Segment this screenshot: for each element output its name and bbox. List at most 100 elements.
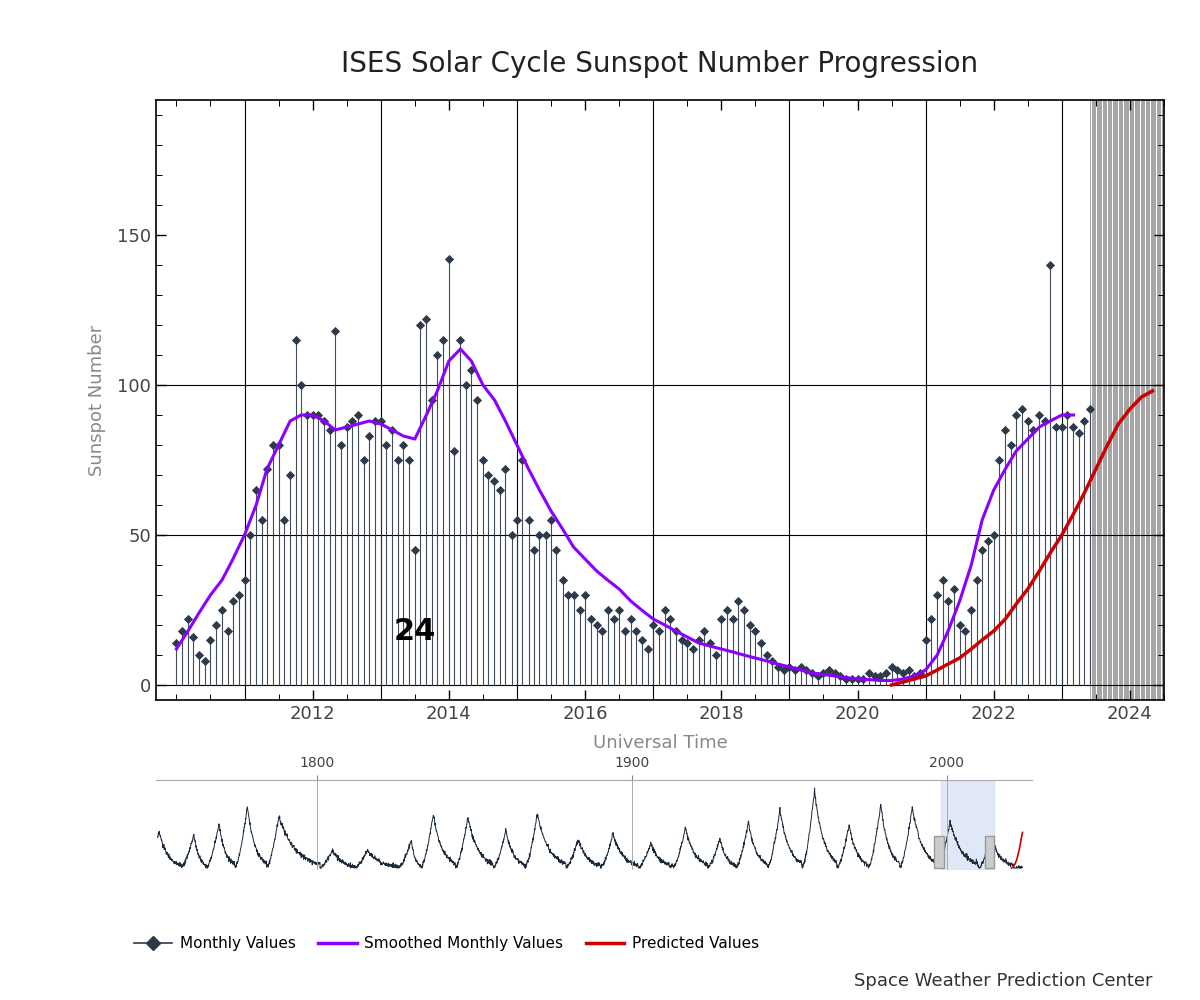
Y-axis label: Sunspot Number: Sunspot Number [88,324,106,476]
Point [206,617,226,633]
Point [1007,407,1026,423]
Point [780,659,799,675]
Point [643,617,662,633]
Point [298,407,317,423]
Point [814,665,833,681]
Point [281,467,300,483]
Point [707,647,726,663]
Point [593,623,612,639]
Point [553,572,572,588]
Point [512,452,532,468]
Point [961,602,980,618]
Point [1018,413,1037,429]
Point [683,641,702,657]
Point [848,671,868,687]
Point [876,665,895,681]
X-axis label: Universal Time: Universal Time [593,734,727,752]
Point [416,311,436,327]
Point [972,542,991,558]
Point [888,662,907,678]
Point [785,662,804,678]
Point [1040,257,1060,273]
Point [894,665,913,681]
Point [530,527,550,543]
Point [830,668,850,684]
Point [1001,437,1020,453]
Point [547,542,566,558]
Point [331,437,350,453]
Point [768,659,787,675]
Point [882,659,901,675]
Point [184,629,203,645]
Point [246,482,265,498]
Bar [935,836,943,868]
Point [434,332,454,348]
Point [258,461,277,477]
Point [724,611,743,627]
Point [229,587,248,603]
Point [479,467,498,483]
Point [445,443,464,459]
Point [712,611,731,627]
Point [349,407,368,423]
Point [689,632,708,648]
Point [700,635,719,651]
Point [899,662,918,678]
Point [826,665,845,681]
Point [410,317,430,333]
Point [252,512,271,528]
Point [803,665,822,681]
Point [1064,419,1084,435]
Point [1057,407,1076,423]
Point [439,251,458,267]
Point [377,437,396,453]
Text: Space Weather Prediction Center: Space Weather Prediction Center [853,972,1152,990]
Point [632,632,652,648]
Legend: Monthly Values, Smoothed Monthly Values, Predicted Values: Monthly Values, Smoothed Monthly Values,… [127,930,766,957]
Point [366,413,385,429]
Point [979,533,998,549]
Point [541,512,560,528]
Point [304,407,323,423]
Point [944,581,964,597]
Point [797,662,816,678]
Point [587,617,606,633]
Point [400,452,419,468]
Point [218,623,238,639]
Point [626,623,646,639]
Point [558,587,577,603]
Point [342,413,361,429]
Point [269,437,288,453]
Point [383,422,402,438]
Point [427,347,446,363]
Point [581,611,600,627]
Point [938,593,958,609]
Point [286,332,305,348]
Point [1024,422,1043,438]
Point [853,671,872,687]
Point [388,452,407,468]
Text: 24: 24 [394,616,436,646]
Point [496,461,515,477]
Point [212,602,232,618]
Point [179,611,198,627]
Point [485,473,504,489]
Point [774,662,793,678]
Point [360,428,379,444]
Point [791,659,810,675]
Point [751,635,770,651]
Point [763,653,782,669]
Point [916,632,935,648]
Point [836,671,856,687]
Point [337,419,356,435]
Point [576,587,595,603]
Point [666,623,685,639]
Point [167,635,186,651]
Point [518,512,538,528]
Point [604,611,623,627]
Point [235,572,254,588]
Point [678,635,697,651]
Point [223,593,242,609]
Point [1030,407,1049,423]
Point [473,452,492,468]
